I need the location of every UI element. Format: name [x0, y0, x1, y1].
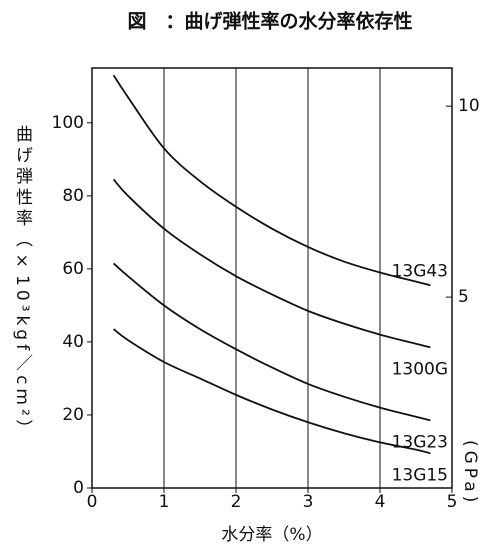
y2-tick-label: 5 [458, 287, 469, 307]
line-series [112, 178, 431, 349]
x-axis-label: 水分率（%） [221, 525, 322, 545]
y2-axis-label: (GPa) [460, 440, 480, 506]
y-tick-label: 80 [62, 186, 84, 206]
y2-tick-label: 10 [458, 96, 480, 116]
chart-title: 図 ：曲げ弾性率の水分率依存性 [127, 10, 412, 33]
x-tick-label: 4 [375, 492, 386, 512]
y-axis-label: 曲げ弾性率（×10³kgf／cm²） [12, 125, 33, 441]
line-series [113, 328, 431, 455]
line-series [112, 74, 431, 287]
plot-frame [91, 67, 453, 489]
series-label: 1300G [392, 359, 448, 379]
x-tick-label: 1 [159, 492, 170, 512]
y-tick-label: 100 [52, 113, 84, 133]
x-tick-label: 5 [447, 492, 458, 512]
x-tick-label: 0 [87, 492, 98, 512]
series-label: 13G23 [392, 432, 448, 452]
y-tick-label: 60 [62, 259, 84, 279]
x-tick-label: 2 [231, 492, 242, 512]
y-tick-label: 0 [73, 478, 84, 498]
line-series [113, 262, 431, 422]
series-label: 13G43 [392, 261, 448, 281]
x-tick-label: 3 [303, 492, 314, 512]
y-tick-label: 40 [62, 332, 84, 352]
y-tick-label: 20 [62, 405, 84, 425]
series-label: 13G15 [392, 465, 448, 485]
